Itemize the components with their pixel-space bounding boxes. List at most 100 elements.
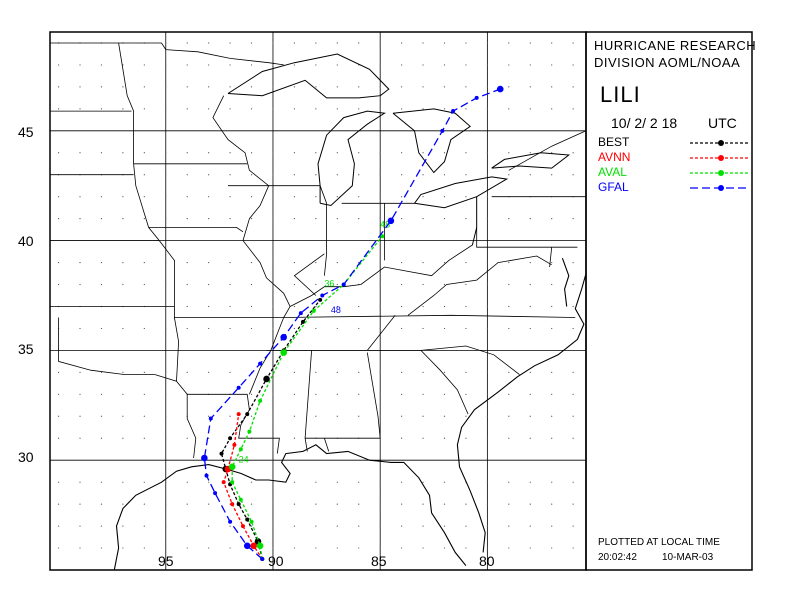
grid-dot xyxy=(315,108,317,110)
grid-dot xyxy=(272,547,274,549)
grid-dot xyxy=(165,437,167,439)
grid-dot xyxy=(250,64,253,66)
grid-dot xyxy=(186,525,188,527)
lake-outline xyxy=(317,110,386,207)
grid-dot xyxy=(293,108,296,110)
grid-dot xyxy=(465,152,467,154)
track-point xyxy=(496,85,504,93)
grid-dot xyxy=(143,108,145,110)
grid-dot xyxy=(122,481,124,483)
grid-dot xyxy=(529,305,531,308)
grid-dot xyxy=(486,86,488,88)
grid-dot xyxy=(186,481,188,483)
grid-dot xyxy=(293,437,296,439)
grid-dot xyxy=(401,108,403,110)
grid-dot xyxy=(379,108,381,110)
grid-dot xyxy=(100,393,103,395)
grid-dot xyxy=(100,108,103,110)
grid-dot xyxy=(315,525,317,527)
grid-dot xyxy=(358,393,360,395)
grid-dot xyxy=(508,547,510,549)
state-border xyxy=(324,438,330,452)
grid-dot xyxy=(79,218,81,220)
grid-dot xyxy=(57,547,60,549)
track-point xyxy=(387,217,395,225)
grid-dot xyxy=(229,547,231,549)
grid-dot xyxy=(508,415,510,417)
grid-dot xyxy=(229,42,231,44)
info-panel-border xyxy=(585,31,753,571)
grid-dot xyxy=(208,481,210,483)
grid-dot xyxy=(336,152,338,154)
grid-dot xyxy=(122,415,124,417)
grid-dot xyxy=(551,503,553,505)
grid-dot xyxy=(250,86,253,88)
track-point xyxy=(380,234,385,239)
grid-dot xyxy=(572,283,574,286)
grid-dot xyxy=(293,283,296,286)
grid-dot xyxy=(379,525,381,527)
track-point xyxy=(258,398,263,403)
grid-dot xyxy=(293,305,296,308)
grid-dot xyxy=(486,64,488,66)
grid-dot xyxy=(272,393,274,395)
grid-dot xyxy=(379,64,381,66)
grid-dot xyxy=(57,64,60,66)
grid-dot xyxy=(186,547,188,549)
grid-dot xyxy=(100,371,103,373)
grid-dot xyxy=(401,327,403,330)
grid-dot xyxy=(229,525,231,527)
grid-dot xyxy=(143,415,145,417)
grid-dot xyxy=(79,152,81,154)
grid-dot xyxy=(272,327,274,330)
grid-dot xyxy=(508,525,510,527)
grid-dot xyxy=(551,283,553,286)
grid-dot xyxy=(401,547,403,549)
grid-dot xyxy=(529,108,531,110)
grid-dot xyxy=(486,415,488,417)
grid-dot xyxy=(336,327,338,330)
grid-dot xyxy=(529,547,531,549)
grid-dot xyxy=(293,393,296,395)
grid-dot xyxy=(401,218,403,220)
grid-dot xyxy=(529,371,531,373)
grid-dot xyxy=(315,64,317,66)
grid-dot xyxy=(143,327,145,330)
grid-dot xyxy=(422,64,424,66)
grid-dot xyxy=(250,415,253,417)
grid-dot xyxy=(401,393,403,395)
grid-dot xyxy=(379,305,381,308)
grid-dot xyxy=(486,371,488,373)
plot-time: 20:02:42 xyxy=(598,552,637,563)
grid-dot xyxy=(57,371,60,373)
grid-dot xyxy=(186,371,188,373)
org-line-2: DIVISION AOML/NOAA xyxy=(594,55,741,70)
grid-dot xyxy=(443,415,446,417)
grid-dot xyxy=(529,481,531,483)
grid-dot xyxy=(208,437,210,439)
grid-dot xyxy=(315,327,317,330)
grid-dot xyxy=(486,196,488,198)
grid-dot xyxy=(315,547,317,549)
grid-dot xyxy=(486,174,488,176)
grid-dot xyxy=(358,108,360,110)
grid-dot xyxy=(315,481,317,483)
org-line-1: HURRICANE RESEARCH xyxy=(594,38,757,53)
state-border xyxy=(50,42,161,241)
grid-dot xyxy=(422,437,424,439)
grid-dot xyxy=(79,437,81,439)
grid-dot xyxy=(272,108,274,110)
grid-dot xyxy=(208,371,210,373)
grid-dot xyxy=(508,503,510,505)
grid-dot xyxy=(186,196,188,198)
grid-dot xyxy=(422,174,424,176)
grid-dot xyxy=(336,196,338,198)
grid-dot xyxy=(379,547,381,549)
track-point xyxy=(245,517,250,522)
grid-dot xyxy=(143,218,145,220)
grid-dot xyxy=(401,305,403,308)
grid-dot xyxy=(572,547,574,549)
grid-dot xyxy=(443,218,446,220)
grid-dot xyxy=(293,415,296,417)
grid-dot xyxy=(100,547,103,549)
